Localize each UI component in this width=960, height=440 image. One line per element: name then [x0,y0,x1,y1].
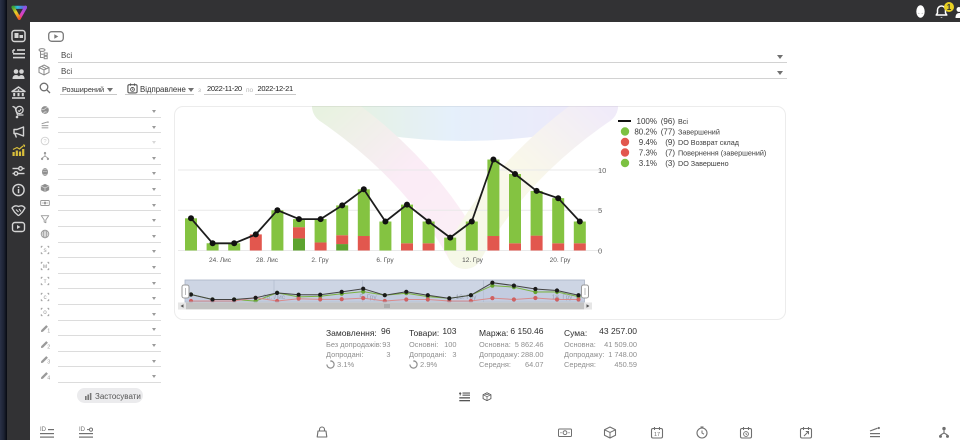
svg-text:0: 0 [598,247,602,256]
svg-text:с: с [43,294,46,301]
svg-text:4: 4 [47,375,50,379]
svg-text:Повернення (завершений): Повернення (завершений) [678,149,766,158]
svg-text:(9): (9) [665,138,675,147]
svg-text:7.3%: 7.3% [639,149,657,158]
svg-text:80.2%: 80.2% [634,128,657,137]
svg-text:т: т [44,278,47,285]
svg-text:ID: ID [40,427,47,433]
svg-text:s: s [43,247,46,254]
svg-text:13. Гру: 13. Гру [456,294,478,301]
svg-text:3: 3 [47,360,50,364]
svg-text:1: 1 [47,328,50,332]
svg-text:6. Гру: 6. Гру [376,257,394,264]
svg-text:2: 2 [47,344,50,348]
svg-text:(96): (96) [661,117,676,126]
svg-text:м: м [43,263,47,270]
svg-text:28. Лис: 28. Лис [256,257,279,264]
svg-text:ID: ID [79,427,86,433]
svg-text:12. Гру: 12. Гру [462,257,484,264]
svg-text:9.4%: 9.4% [639,138,657,147]
svg-text:DO Завершено: DO Завершено [678,159,729,168]
svg-text:?: ? [43,139,47,145]
svg-text:100%: 100% [637,117,657,126]
svg-text:5. Гру: 5. Гру [359,294,377,301]
svg-text:28. Лис: 28. Лис [263,294,286,301]
svg-text:2. Гру: 2. Гру [311,257,329,264]
svg-text:о: о [43,309,47,316]
svg-text:(3): (3) [665,159,675,168]
svg-text:(77): (77) [661,128,676,137]
svg-text:(7): (7) [665,149,675,158]
svg-text:10: 10 [598,166,606,175]
svg-text:3.1%: 3.1% [639,159,657,168]
svg-text:5: 5 [598,206,602,215]
svg-text:DO Возврат склад: DO Возврат склад [678,138,740,147]
svg-text:18. Гру: 18. Гру [552,294,574,301]
svg-text:17: 17 [654,432,660,438]
svg-text:Завершений: Завершений [678,128,720,137]
svg-text:Всі: Всі [678,117,688,126]
svg-text:24. Лис: 24. Лис [209,257,232,264]
svg-text:20. Гру: 20. Гру [550,257,572,264]
